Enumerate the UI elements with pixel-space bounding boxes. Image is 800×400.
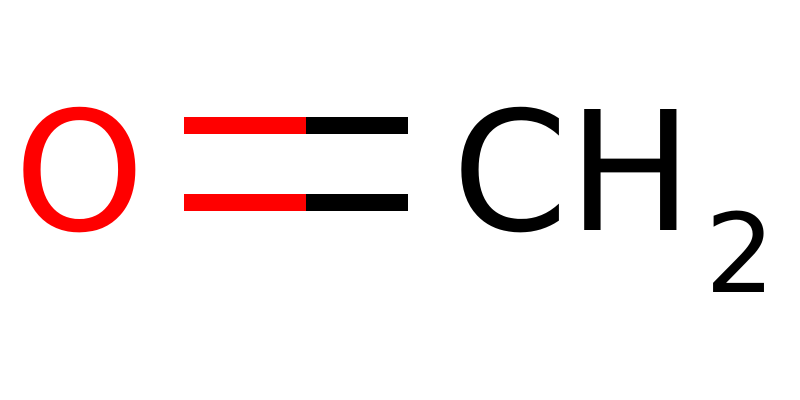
hydrogen-count-subscript: 2: [705, 190, 775, 318]
bond-lower-left-segment: [184, 194, 306, 211]
carbon-hydrogen-label: CH: [452, 77, 693, 270]
oxygen-atom-label: O: [14, 77, 145, 270]
bond-upper-left-segment: [184, 117, 306, 134]
double-bond: [184, 117, 408, 211]
bond-lower-right-segment: [306, 194, 408, 211]
bond-upper-right-segment: [306, 117, 408, 134]
